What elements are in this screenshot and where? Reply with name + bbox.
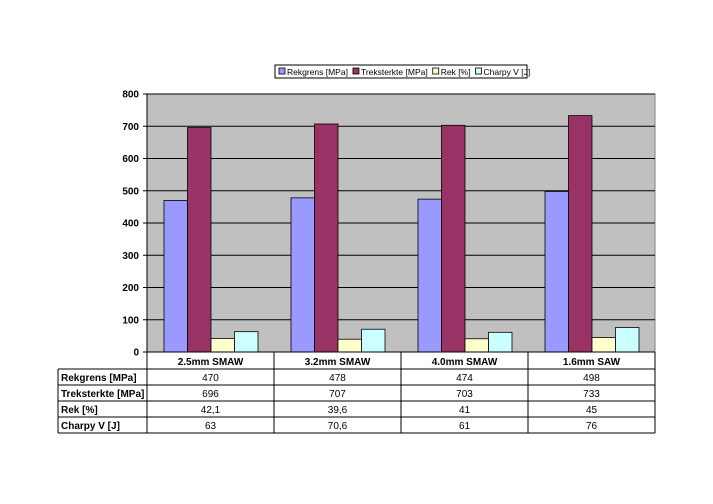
table-cell: 63 xyxy=(205,421,217,432)
bar xyxy=(441,124,466,353)
y-tick-label: 200 xyxy=(122,283,139,294)
table-cell: 696 xyxy=(202,389,219,400)
y-tick-label: 800 xyxy=(122,90,139,101)
bar xyxy=(591,337,616,353)
bar xyxy=(568,115,593,353)
legend-swatch xyxy=(278,67,286,75)
table-cell: 41 xyxy=(459,405,471,416)
table-row-label: Rekgrens [MPa] xyxy=(61,373,137,384)
table-cell: 61 xyxy=(459,421,471,432)
table-cell: 498 xyxy=(583,373,600,384)
table-cell: 76 xyxy=(586,421,598,432)
category-label: 4.0mm SMAW xyxy=(432,357,498,368)
legend-swatch xyxy=(352,67,360,75)
table-row-label: Rek [%] xyxy=(61,405,98,416)
y-tick-label: 400 xyxy=(122,219,139,230)
table-row-label: Charpy V [J] xyxy=(61,421,120,432)
bar xyxy=(337,338,362,353)
bar xyxy=(417,198,442,353)
category-label: 3.2mm SMAW xyxy=(305,357,371,368)
table-cell: 470 xyxy=(202,373,219,384)
legend-label: Rek [%] xyxy=(441,67,471,77)
bar xyxy=(210,338,235,353)
table-cell: 707 xyxy=(329,389,346,400)
table-cell: 733 xyxy=(583,389,600,400)
table-cell: 42,1 xyxy=(201,405,221,416)
legend-swatch xyxy=(475,67,482,75)
legend-swatch xyxy=(432,67,440,75)
y-tick-label: 100 xyxy=(122,315,139,326)
bar xyxy=(615,327,640,353)
table-row-label: Treksterkte [MPa] xyxy=(61,389,144,400)
y-tick-label: 600 xyxy=(122,154,139,165)
bar xyxy=(488,331,513,353)
table-cell: 45 xyxy=(586,405,598,416)
bar xyxy=(544,190,569,353)
bar xyxy=(464,338,489,353)
y-tick-label: 700 xyxy=(122,122,139,133)
table-cell: 478 xyxy=(329,373,346,384)
bar xyxy=(234,331,259,353)
bar xyxy=(314,123,339,353)
table-cell: 39,6 xyxy=(328,405,348,416)
table-cell: 703 xyxy=(456,389,473,400)
legend-label: Treksterkte [MPa] xyxy=(361,67,428,77)
bar xyxy=(361,328,386,353)
category-label: 2.5mm SMAW xyxy=(178,357,244,368)
bar xyxy=(163,200,188,353)
legend-box xyxy=(274,64,528,79)
table-cell: 474 xyxy=(456,373,473,384)
legend: Rekgrens [MPa] Treksterkte [MPa] Rek [%] Ch… xyxy=(274,64,530,79)
bar xyxy=(290,197,315,353)
y-tick-label: 500 xyxy=(122,186,139,197)
category-label: 1.6mm SAW xyxy=(563,357,621,368)
legend-label: Charpy V [J] xyxy=(483,67,530,77)
y-tick-label: 0 xyxy=(133,348,139,359)
table-cell: 70,6 xyxy=(328,421,348,432)
y-tick-label: 300 xyxy=(122,251,139,262)
legend-label: Rekgrens [MPa] xyxy=(287,67,348,77)
bar xyxy=(187,127,212,353)
